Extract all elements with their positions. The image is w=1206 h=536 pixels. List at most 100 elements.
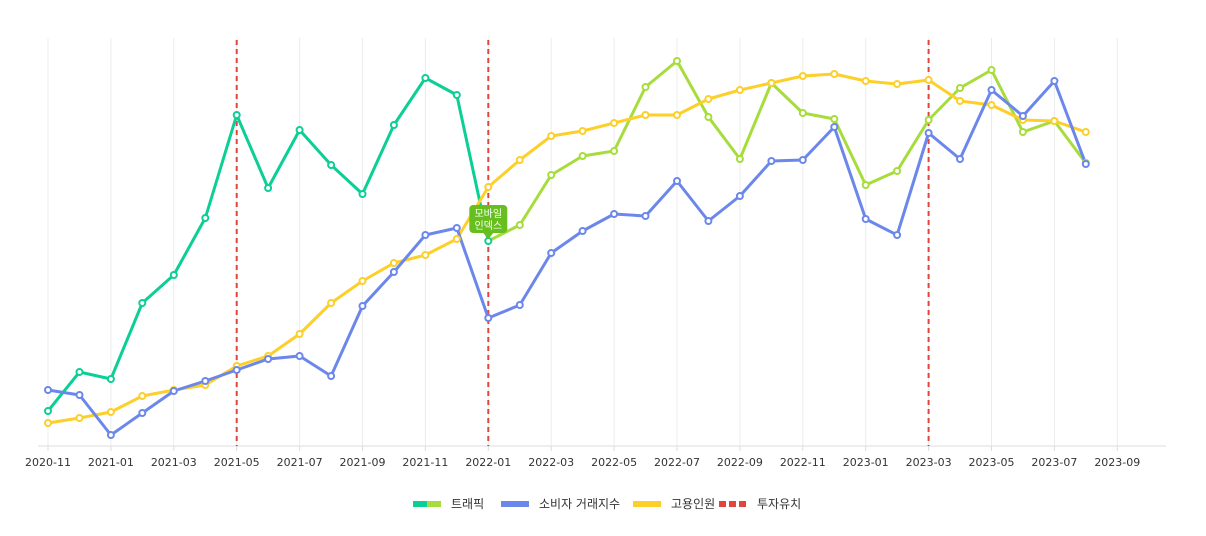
data-point: [1018, 128, 1027, 136]
legend-label: 소비자 거래지수: [539, 497, 620, 511]
data-point: [295, 330, 304, 338]
x-tick-label: 2023-07: [1031, 456, 1077, 469]
data-point: [767, 79, 776, 87]
data-point: [956, 97, 964, 105]
x-tick-label: 2022-07: [654, 456, 700, 469]
x-axis-ticks: 2020-11 2021-01 2021-03 2021-05 2021-07 2021-…: [25, 446, 1140, 469]
data-point: [578, 227, 587, 235]
x-tick-label: 2023-05: [969, 456, 1015, 469]
x-tick-label: 2021-07: [277, 456, 323, 469]
legend-item[interactable]: 트래픽: [413, 497, 484, 511]
legend[interactable]: 트래픽 소비자 거래지수 고용인원 투자유치: [413, 497, 801, 511]
data-point: [232, 111, 241, 119]
data-point: [295, 352, 304, 360]
data-point: [1018, 112, 1027, 120]
data-point: [924, 116, 933, 124]
tooltip-box: [469, 205, 508, 233]
tooltip-label: 인덱스: [474, 220, 502, 232]
data-point: [610, 119, 619, 127]
data-point: [893, 80, 902, 88]
x-tick-label: 2022-09: [717, 456, 763, 469]
data-point: [106, 408, 115, 416]
x-tick-label: 2021-11: [402, 456, 448, 469]
legend-swatch: [427, 501, 441, 507]
data-point: [106, 375, 115, 383]
x-tick-label: 2023-09: [1094, 456, 1140, 469]
data-point: [452, 91, 461, 99]
data-point: [798, 72, 807, 80]
data-point: [264, 184, 273, 192]
data-point: [138, 299, 147, 307]
data-point: [956, 155, 964, 163]
data-point: [201, 214, 210, 222]
data-point: [169, 387, 178, 395]
data-point: [861, 77, 870, 85]
data-point: [389, 259, 398, 267]
series-line: [47, 79, 1088, 437]
data-point: [956, 84, 964, 92]
legend-item[interactable]: 투자유치: [719, 497, 801, 511]
series-line: [47, 72, 1087, 425]
data-point: [547, 171, 556, 179]
data-point: [673, 111, 681, 119]
data-point: [515, 221, 524, 229]
data-point: [421, 251, 430, 259]
legend-swatch: [501, 501, 529, 507]
series-points: [44, 57, 1090, 439]
data-point: [578, 127, 587, 135]
data-point: [578, 152, 587, 160]
data-point: [295, 126, 304, 134]
data-point: [673, 177, 681, 185]
legend-label: 투자유치: [757, 497, 801, 511]
data-point: [358, 277, 367, 285]
data-point: [673, 57, 681, 65]
data-point: [106, 431, 115, 439]
series-line: [487, 59, 1088, 243]
data-point: [830, 70, 839, 78]
data-point: [75, 368, 84, 376]
data-point: [389, 268, 398, 276]
data-point: [641, 111, 650, 119]
data-point: [893, 167, 902, 175]
data-point: [1050, 77, 1059, 85]
data-point: [327, 299, 336, 307]
x-tick-label: 2020-11: [25, 456, 71, 469]
legend-label: 트래픽: [451, 497, 484, 511]
data-point: [830, 123, 839, 131]
tooltip-pointer: [483, 233, 494, 239]
data-point: [704, 95, 713, 103]
data-point: [75, 414, 84, 422]
legend-swatch: [719, 501, 726, 507]
data-point: [264, 355, 273, 363]
event-lines: [235, 40, 930, 446]
data-point: [452, 224, 461, 232]
tooltip-label: 모바일: [474, 208, 502, 220]
x-tick-label: 2021-03: [151, 456, 197, 469]
data-point: [389, 121, 398, 129]
data-point: [924, 76, 933, 84]
x-tick-label: 2022-01: [465, 456, 511, 469]
legend-item[interactable]: 고용인원: [633, 497, 715, 511]
data-point: [704, 217, 713, 225]
data-point: [798, 109, 807, 117]
data-point: [735, 86, 744, 94]
x-tick-label: 2022-03: [528, 456, 574, 469]
data-point: [327, 161, 336, 169]
data-point: [547, 249, 556, 257]
x-tick-label: 2023-03: [906, 456, 952, 469]
x-tick-label: 2022-05: [591, 456, 637, 469]
grid: [47, 38, 1118, 446]
data-point: [861, 181, 870, 189]
legend-swatch: [413, 501, 427, 507]
x-tick-label: 2021-01: [88, 456, 134, 469]
data-point: [484, 314, 493, 322]
data-point: [484, 183, 493, 191]
legend-swatch: [739, 501, 746, 507]
data-point: [830, 115, 839, 123]
legend-item[interactable]: 소비자 거래지수: [501, 497, 620, 511]
data-point: [610, 210, 619, 218]
legend-label: 고용인원: [671, 497, 715, 511]
data-point: [44, 419, 52, 427]
data-point: [893, 231, 902, 239]
